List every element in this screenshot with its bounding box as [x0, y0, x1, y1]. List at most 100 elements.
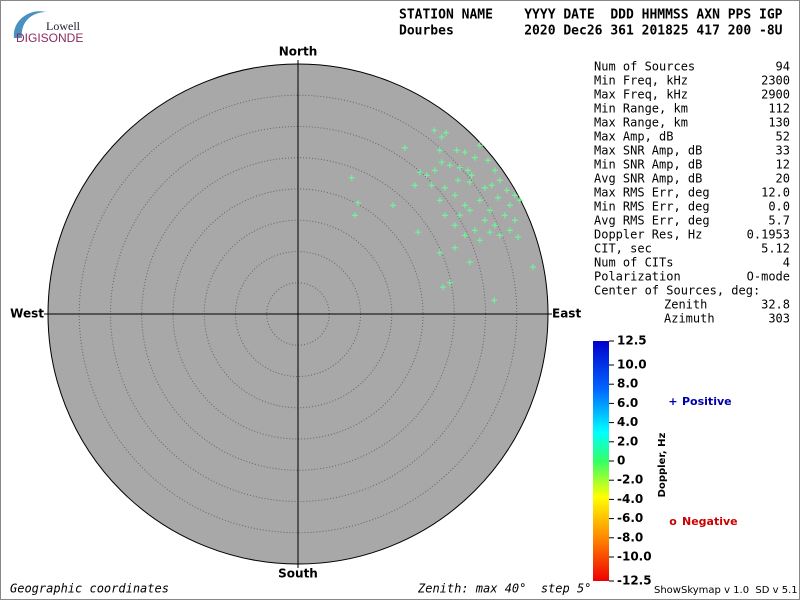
center-value: 303	[768, 312, 790, 326]
source-point	[431, 167, 438, 174]
source-point	[486, 207, 493, 214]
stat-label: Num of Sources	[594, 60, 695, 74]
source-point	[486, 229, 493, 236]
source-point	[438, 134, 445, 141]
source-point	[471, 154, 478, 161]
colorbar-label: Doppler, Hz	[657, 433, 668, 498]
source-point	[481, 217, 488, 224]
source-point	[491, 297, 498, 304]
legend-label: Positive	[682, 395, 732, 408]
stat-label: Min Range, km	[594, 102, 688, 116]
source-point	[416, 169, 423, 176]
source-point	[488, 182, 495, 189]
legend-symbol: +	[668, 395, 677, 408]
source-point	[446, 162, 453, 169]
source-point	[476, 237, 483, 244]
legend-label: Negative	[682, 515, 738, 528]
stat-value: 0.1953	[747, 228, 790, 242]
direction-label: East	[552, 307, 581, 321]
source-point	[466, 259, 473, 266]
source-point	[451, 222, 458, 229]
center-label: Azimuth	[664, 312, 715, 326]
colorbar-tick-label: -8.0	[617, 530, 643, 544]
stat-value: O-mode	[747, 270, 790, 284]
stat-value: 5.7	[768, 214, 790, 228]
source-point	[461, 232, 468, 239]
colorbar-tick-label: 6.0	[617, 396, 638, 410]
source-point	[436, 147, 443, 154]
source-point	[423, 172, 430, 179]
source-point	[390, 202, 396, 209]
stat-label: Max RMS Err, deg	[594, 186, 710, 200]
source-point	[436, 249, 443, 256]
stat-value: 12.0	[761, 186, 790, 200]
source-point	[511, 217, 518, 224]
footer-right: ShowSkymap v 1.0 SD v 5.1	[654, 585, 798, 596]
source-point	[428, 182, 435, 189]
source-point	[456, 212, 463, 219]
stat-label: Num of CITs	[594, 256, 673, 270]
source-point	[466, 179, 473, 186]
source-point	[461, 149, 468, 156]
colorbar	[593, 341, 609, 581]
center-title: Center of Sources, deg:	[594, 284, 760, 298]
legend-symbol: o	[669, 515, 677, 528]
header-line: STATION NAME YYYY DATE DDD HHMMSS AXN PP…	[399, 8, 783, 23]
source-point	[436, 197, 443, 204]
direction-label: South	[278, 567, 318, 581]
source-point	[506, 227, 513, 234]
source-point	[476, 197, 483, 204]
source-point	[411, 182, 418, 189]
source-point	[441, 184, 448, 191]
center-value: 32.8	[761, 298, 790, 312]
source-point	[348, 174, 355, 181]
center-label: Zenith	[664, 298, 707, 312]
source-point	[456, 164, 463, 171]
stat-label: Min RMS Err, deg	[594, 200, 710, 214]
source-point	[441, 212, 448, 219]
source-point	[476, 142, 483, 149]
stat-label: Polarization	[594, 270, 681, 284]
source-point	[440, 284, 446, 291]
colorbar-tick-label: -2.0	[617, 473, 643, 487]
source-point	[351, 212, 358, 219]
source-point	[453, 147, 460, 154]
stat-label: Avg SNR Amp, dB	[594, 172, 702, 186]
colorbar-tick-label: 0	[617, 454, 625, 468]
source-point	[461, 202, 468, 209]
source-point	[401, 144, 408, 151]
source-point	[446, 279, 453, 286]
footer-middle: Zenith: max 40° step 5°	[417, 582, 591, 596]
source-point	[503, 187, 510, 194]
stat-label: Min SNR Amp, dB	[594, 158, 702, 172]
stat-value: 130	[768, 116, 790, 130]
stat-label: CIT, sec	[594, 242, 652, 256]
source-point	[495, 194, 501, 201]
source-point	[481, 184, 488, 191]
stat-value: 2300	[761, 74, 790, 88]
direction-label: North	[279, 45, 317, 59]
stat-value: 5.12	[761, 242, 790, 256]
source-point	[438, 159, 445, 166]
stat-label: Max Range, km	[594, 116, 688, 130]
stat-label: Avg RMS Err, deg	[594, 214, 710, 228]
source-point	[451, 244, 458, 251]
logo-top: Lowell	[46, 19, 81, 33]
stat-label: Max SNR Amp, dB	[594, 144, 702, 158]
colorbar-tick-label: -10.0	[617, 550, 652, 564]
stat-label: Doppler Res, Hz	[594, 228, 702, 242]
colorbar-tick-label: 8.0	[617, 377, 638, 391]
colorbar-tick-label: 2.0	[617, 434, 638, 448]
source-point	[468, 172, 475, 179]
source-point	[496, 177, 503, 184]
stat-value: 4	[783, 256, 790, 270]
colorbar-tick-label: -4.0	[617, 492, 643, 506]
stat-value: 52	[776, 130, 790, 144]
source-point	[443, 129, 450, 136]
source-point	[485, 157, 491, 164]
stat-value: 20	[776, 172, 790, 186]
stat-value: 0.0	[768, 200, 790, 214]
source-point	[515, 234, 521, 241]
stat-label: Max Freq, kHz	[594, 88, 688, 102]
